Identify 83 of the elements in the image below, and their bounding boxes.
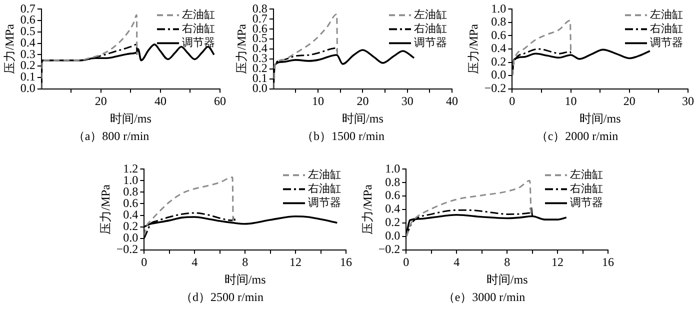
x-tick-label: 20 (356, 94, 369, 108)
y-tick-label: 0.4 (385, 202, 400, 216)
x-tick-label: 16 (340, 255, 352, 270)
x-tick-label: 40 (446, 94, 458, 108)
legend-label: 右油缸 (414, 22, 447, 36)
x-tick-label: 60 (214, 94, 226, 108)
x-tick-label: 12 (552, 255, 564, 270)
x-tick-label: 0 (509, 94, 516, 108)
y-tick-label: 1.0 (491, 1, 506, 16)
legend-label: 右油缸 (570, 182, 603, 196)
y-tick-label: 0.0 (123, 230, 138, 244)
legend-label: 右油缸 (182, 22, 215, 36)
x-tick-label: 0 (403, 255, 410, 270)
line-series (406, 180, 532, 238)
x-tick-label: 30 (401, 94, 414, 108)
text: （a）800 r/min (72, 128, 150, 143)
legend-label: 调节器 (414, 36, 447, 50)
y-tick-label: 0.8 (491, 14, 506, 29)
line-series (41, 14, 138, 89)
x-tick-label: 4 (192, 255, 198, 270)
x-tick-label: 0 (141, 255, 148, 270)
x-tick-label: 20 (94, 94, 107, 108)
y-tick-label: 0.6 (491, 28, 506, 42)
line-series (273, 13, 338, 89)
x-tick-label: 16 (602, 255, 614, 270)
legend-label: 右油缸 (650, 22, 683, 36)
line-series (512, 20, 572, 76)
legend-label: 左油缸 (414, 8, 447, 22)
x-axis-title: 时间/ms (224, 272, 266, 287)
y-tick-label: 0.4 (491, 41, 506, 56)
x-axis-title: 时间/ms (110, 112, 152, 126)
y-tick-label: 0.6 (20, 12, 36, 27)
text: （c）2000 r/min (536, 128, 618, 143)
x-axis-title: 时间/ms (342, 112, 384, 126)
x-tick-label: 10 (564, 94, 577, 108)
y-tick-label: 0.2 (385, 215, 400, 230)
y-axis-title: 压力/MPa (2, 23, 16, 74)
legend-label: 调节器 (182, 36, 215, 50)
y-tick-label: 0.2 (20, 58, 36, 72)
y-tick-label: −0.2 (378, 242, 400, 256)
y-tick-label: 1.2 (123, 161, 138, 176)
text: （e）3000 r/min (442, 290, 526, 304)
x-tick-label: 8 (242, 255, 248, 270)
text: （d）2500 r/min (180, 290, 264, 304)
x-tick-label: 40 (154, 94, 166, 108)
x-axis-title: 时间/ms (486, 272, 528, 287)
x-tick-label: 20 (623, 94, 636, 108)
x-tick-label: 10 (312, 94, 324, 108)
y-tick-label: 1.0 (123, 172, 138, 187)
y-tick-label: 0.8 (252, 1, 268, 16)
y-axis-title: 压力/MPa (234, 23, 248, 74)
text: （b）1500 r/min (302, 128, 384, 143)
x-axis-title: 时间/ms (579, 112, 622, 126)
legend-label: 调节器 (308, 196, 341, 210)
y-tick-label: 0.4 (123, 207, 138, 222)
y-tick-label: 0.2 (123, 218, 138, 233)
y-axis-title: 压力/MPa (466, 23, 480, 74)
legend-label: 左油缸 (650, 8, 683, 22)
y-tick-label: −0.2 (116, 242, 138, 256)
line-series (144, 176, 234, 236)
y-tick-label: 0.2 (491, 54, 506, 68)
x-tick-label: 30 (682, 94, 694, 108)
y-tick-label: 0.3 (20, 46, 36, 61)
y-tick-label: 0.0 (491, 68, 506, 82)
y-axis-title: 压力/MPa (360, 184, 374, 235)
y-axis-title: 压力/MPa (98, 184, 112, 235)
x-tick-label: 12 (290, 255, 302, 270)
y-tick-label: 0.8 (123, 184, 138, 198)
x-tick-label: 8 (504, 255, 510, 270)
y-tick-label: 0.6 (123, 196, 138, 210)
legend-label: 调节器 (650, 36, 683, 50)
y-tick-label: 0.0 (385, 228, 400, 243)
legend-label: 调节器 (570, 196, 603, 210)
legend-label: 左油缸 (182, 8, 215, 22)
y-tick-label: −0.2 (484, 80, 506, 95)
legend-label: 右油缸 (308, 182, 341, 196)
legend-label: 左油缸 (570, 168, 603, 182)
legend-label: 左油缸 (308, 168, 341, 182)
y-tick-label: 1.0 (385, 161, 400, 176)
y-tick-label: 0.6 (385, 188, 400, 202)
x-tick-label: 4 (454, 255, 460, 270)
y-tick-label: 0.7 (20, 1, 36, 16)
y-tick-label: 0.8 (385, 174, 400, 189)
